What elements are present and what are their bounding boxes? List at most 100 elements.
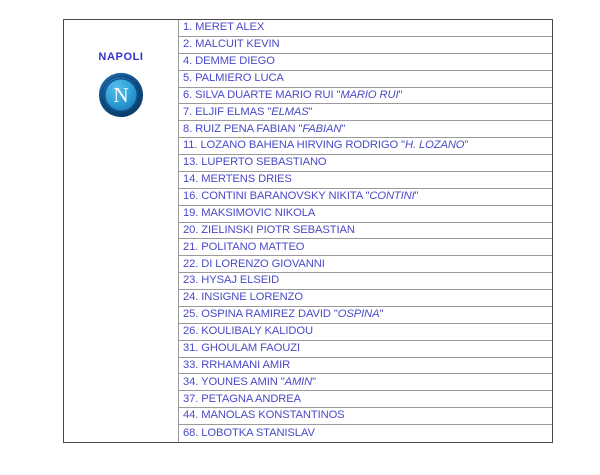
player-nickname: OSPINA <box>337 308 380 321</box>
player-name: MERTENS DRIES <box>201 173 292 186</box>
player-name: LUPERTO SEBASTIANO <box>201 156 327 169</box>
table-row: 8. RUIZ PENA FABIAN "FABIAN" <box>179 121 552 139</box>
player-name: DEMME DIEGO <box>195 55 275 68</box>
table-row: 7. ELJIF ELMAS "ELMAS" <box>179 104 552 122</box>
player-name: MAKSIMOVIC NIKOLA <box>201 206 316 219</box>
table-row: 34. YOUNES AMIN "AMIN" <box>179 374 552 392</box>
player-entry: 19. MAKSIMOVIC NIKOLA <box>183 206 316 219</box>
player-nickname: ELMAS <box>271 105 309 118</box>
player-name: LOBOTKA STANISLAV <box>201 426 315 439</box>
player-entry: 21. POLITANO MATTEO <box>183 241 305 253</box>
player-entry: 20. ZIELINSKI PIOTR SEBASTIAN <box>183 223 355 236</box>
table-row: 19. MAKSIMOVIC NIKOLA <box>179 205 552 223</box>
table-row: 25. OSPINA RAMIREZ DAVID "OSPINA" <box>179 306 552 324</box>
player-number: 1. <box>183 21 193 34</box>
table-row: 26. KOULIBALY KALIDOU <box>179 323 552 341</box>
player-number: 34. <box>183 375 199 388</box>
player-name: MERET ALEX <box>195 21 265 34</box>
player-name: RRHAMANI AMIR <box>201 358 291 371</box>
table-row: 44. MANOLAS KONSTANTINOS <box>179 408 552 425</box>
player-name: ELJIF ELMAS <box>195 105 265 118</box>
player-number: 25. <box>183 308 199 321</box>
player-name: INSIGNE LORENZO <box>201 291 303 304</box>
player-number: 20. <box>183 223 199 236</box>
player-entry: 8. RUIZ PENA FABIAN "FABIAN" <box>183 122 346 135</box>
table-row: 16. CONTINI BARANOVSKY NIKITA "CONTINI" <box>179 188 552 206</box>
player-nickname: AMIN <box>284 375 313 388</box>
table-row: 31. GHOULAM FAOUZI <box>179 340 552 358</box>
player-number: 37. <box>183 392 199 405</box>
player-name: RUIZ PENA FABIAN <box>195 122 296 135</box>
player-entry: 2. MALCUIT KEVIN <box>183 38 280 51</box>
player-entry: 6. SILVA DUARTE MARIO RUI "MARIO RUI" <box>183 88 403 101</box>
player-entry: 4. DEMME DIEGO <box>183 55 275 68</box>
player-number: 24. <box>183 291 199 304</box>
player-entry: 34. YOUNES AMIN "AMIN" <box>183 375 317 388</box>
player-entry: 37. PETAGNA ANDREA <box>183 392 302 405</box>
table-row: 23. HYSAJ ELSEID <box>179 273 552 290</box>
player-number: 68. <box>183 426 199 439</box>
player-number: 26. <box>183 325 199 338</box>
player-number: 23. <box>183 274 199 287</box>
player-entry: 14. MERTENS DRIES <box>183 174 292 185</box>
table-row: 6. SILVA DUARTE MARIO RUI "MARIO RUI" <box>179 87 552 105</box>
player-entry: 33. RRHAMANI AMIR <box>183 358 291 371</box>
table-row: 68. LOBOTKA STANISLAV <box>179 425 552 442</box>
player-name: DI LORENZO GIOVANNI <box>201 257 325 270</box>
player-number: 16. <box>183 190 199 203</box>
table-row: 2. MALCUIT KEVIN <box>179 36 552 54</box>
player-name: YOUNES AMIN <box>201 375 278 388</box>
team-roster-table: NAPOLI <box>63 19 553 443</box>
player-entry: 1. MERET ALEX <box>183 22 264 33</box>
player-entry: 13. LUPERTO SEBASTIANO <box>183 157 327 168</box>
player-number: 11. <box>183 139 198 152</box>
player-entry: 24. INSIGNE LORENZO <box>183 292 303 303</box>
player-name: ZIELINSKI PIOTR SEBASTIAN <box>201 223 355 236</box>
player-name: MANOLAS KONSTANTINOS <box>201 409 345 422</box>
club-header-cell: NAPOLI <box>64 20 178 442</box>
table-row: 21. POLITANO MATTEO <box>179 239 552 257</box>
player-name: KOULIBALY KALIDOU <box>201 325 313 338</box>
table-row: 11. LOZANO BAHENA HIRVING RODRIGO "H. LO… <box>179 138 552 155</box>
player-number: 31. <box>183 341 199 354</box>
player-number: 8. <box>183 122 193 135</box>
player-number: 13. <box>183 156 199 169</box>
player-name: CONTINI BARANOVSKY NIKITA <box>201 190 363 203</box>
table-row: 22. DI LORENZO GIOVANNI <box>179 256 552 274</box>
player-number: 44. <box>183 409 199 422</box>
player-entry: 26. KOULIBALY KALIDOU <box>183 325 313 338</box>
player-name: LOZANO BAHENA HIRVING RODRIGO <box>200 139 399 152</box>
player-name: PETAGNA ANDREA <box>201 392 302 405</box>
player-name: MALCUIT KEVIN <box>195 38 280 51</box>
table-row: 33. RRHAMANI AMIR <box>179 357 552 375</box>
player-entry: 44. MANOLAS KONSTANTINOS <box>183 410 345 421</box>
table-row: 20. ZIELINSKI PIOTR SEBASTIAN <box>179 222 552 240</box>
player-number: 7. <box>183 105 193 118</box>
player-entry: 25. OSPINA RAMIREZ DAVID "OSPINA" <box>183 308 384 321</box>
player-entry: 11. LOZANO BAHENA HIRVING RODRIGO "H. LO… <box>183 139 469 152</box>
roster-list: 1. MERET ALEX 2. MALCUIT KEVIN 4. DEMME DI… <box>178 20 552 442</box>
player-nickname: CONTINI <box>369 190 415 203</box>
table-row: 14. MERTENS DRIES <box>179 171 552 189</box>
player-number: 5. <box>183 71 193 84</box>
table-row: 5. PALMIERO LUCA <box>179 70 552 88</box>
player-entry: 16. CONTINI BARANOVSKY NIKITA "CONTINI" <box>183 190 419 203</box>
player-name: SILVA DUARTE MARIO RUI <box>195 88 334 101</box>
table-row: 13. LUPERTO SEBASTIANO <box>179 155 552 172</box>
player-number: 19. <box>183 206 199 219</box>
player-entry: 22. DI LORENZO GIOVANNI <box>183 257 325 270</box>
player-entry: 5. PALMIERO LUCA <box>183 71 284 84</box>
napoli-crest-icon: N <box>98 72 144 118</box>
player-entry: 23. HYSAJ ELSEID <box>183 275 279 286</box>
player-name: HYSAJ ELSEID <box>201 274 280 287</box>
table-row: 24. INSIGNE LORENZO <box>179 290 552 307</box>
player-number: 33. <box>183 358 199 371</box>
player-number: 14. <box>183 173 199 186</box>
table-row: 1. MERET ALEX <box>179 20 552 37</box>
player-number: 22. <box>183 257 199 270</box>
table-row: 37. PETAGNA ANDREA <box>179 391 552 409</box>
player-nickname: MARIO RUI <box>340 88 399 101</box>
player-nickname: H. LOZANO <box>405 139 465 152</box>
player-name: GHOULAM FAOUZI <box>201 341 300 354</box>
player-nickname: FABIAN <box>302 122 342 135</box>
